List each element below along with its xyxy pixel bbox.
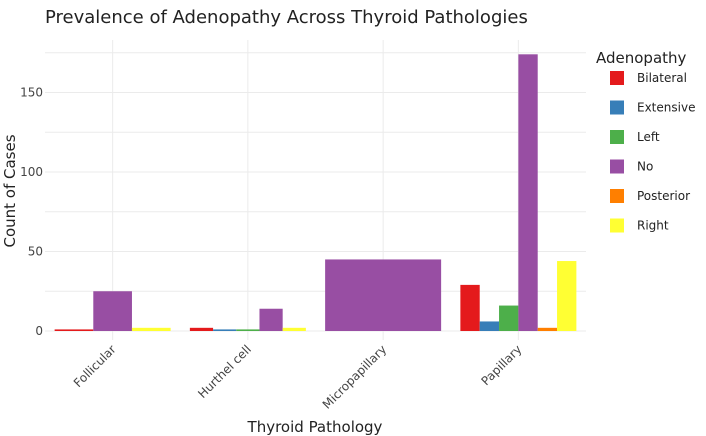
y-tick-label: 50 <box>28 244 43 258</box>
x-tick-label: Micropapillary <box>320 342 389 411</box>
y-tick-label: 0 <box>35 324 43 338</box>
legend-swatch <box>610 189 624 203</box>
legend-swatch <box>610 159 624 174</box>
legend: Adenopathy Bilateral Extensive Left No Poste… <box>596 49 695 233</box>
bar-left-hurthel-cell <box>236 329 260 331</box>
legend-label: Bilateral <box>637 71 687 85</box>
bar-right-follicular <box>131 327 171 331</box>
bar-bilateral-papillary <box>460 284 480 331</box>
x-axis-ticks: Follicular Hurthel cell Micropapillary Papi… <box>71 342 525 412</box>
bar-no-papillary <box>518 54 538 332</box>
legend-label: No <box>637 160 653 174</box>
x-tick-label: Hurthel cell <box>195 342 254 401</box>
legend-swatch <box>610 218 624 233</box>
legend-label: Extensive <box>637 101 695 115</box>
legend-label: Posterior <box>637 189 690 203</box>
bar-bilateral-follicular <box>54 329 94 331</box>
bar-right-papillary <box>557 261 577 331</box>
bar-bilateral-hurthel-cell <box>189 327 214 331</box>
legend-swatch <box>610 100 624 115</box>
y-tick-label: 100 <box>20 165 43 179</box>
x-tick-label: Follicular <box>71 342 119 390</box>
bars <box>54 54 577 332</box>
chart-title: Prevalence of Adenopathy Across Thyroid … <box>45 7 528 28</box>
legend-label: Left <box>637 130 660 144</box>
legend-label: Right <box>637 219 669 233</box>
legend-swatch <box>610 130 624 144</box>
x-axis-title: Thyroid Pathology <box>247 418 383 436</box>
bar-no-hurthel-cell <box>259 308 283 331</box>
bar-no-follicular <box>93 291 132 331</box>
bar-right-hurthel-cell <box>282 327 306 331</box>
y-tick-label: 150 <box>20 85 43 99</box>
bar-extensive-papillary <box>479 321 500 331</box>
y-axis-ticks: 0 50 100 150 <box>20 85 43 338</box>
bar-no-micropapillary <box>325 259 442 331</box>
bar-posterior-papillary <box>537 327 558 331</box>
x-tick-label: Papillary <box>478 342 524 388</box>
bar-extensive-hurthel-cell <box>213 329 237 331</box>
legend-swatch <box>610 71 624 85</box>
y-axis-title: Count of Cases <box>1 134 19 247</box>
bar-left-papillary <box>499 305 519 331</box>
legend-title: Adenopathy <box>596 49 687 67</box>
